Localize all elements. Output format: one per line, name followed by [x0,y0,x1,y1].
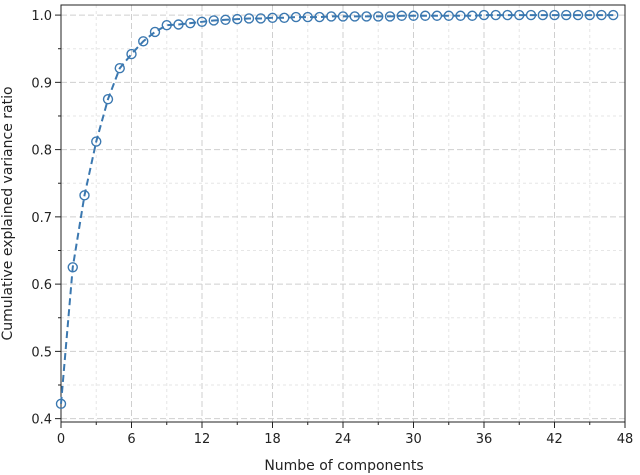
data-point-marker [408,10,419,21]
data-point-marker [420,10,431,21]
data-point-marker [584,9,595,21]
data-point-marker [243,13,255,24]
data-point-marker [373,11,384,22]
data-point-marker [596,9,607,21]
x-tick-label: 30 [405,432,422,447]
data-point-marker [478,9,490,21]
y-tick-label: 1.0 [31,9,52,24]
data-point-marker [561,9,572,21]
x-tick-label: 48 [617,432,634,447]
data-point-marker [572,9,584,21]
data-point-marker [161,19,172,31]
data-point-marker [326,11,337,22]
data-point-marker [138,36,149,47]
data-point-marker [467,10,478,21]
data-point-marker [514,9,525,21]
series-line [60,14,614,404]
data-point-marker [79,190,90,201]
y-tick-label: 0.9 [31,76,52,91]
y-tick-label: 0.5 [31,345,52,360]
data-point-marker [525,9,537,21]
data-point-marker [537,9,548,21]
data-point-marker [220,14,231,25]
data-point-marker [384,11,396,22]
data-point-marker [502,9,513,21]
x-tick-label: 42 [546,432,563,447]
data-point-marker [349,11,360,22]
data-point-marker [232,13,243,25]
data-point-marker [431,10,443,21]
data-point-marker [302,11,313,23]
grid-lines [60,5,626,422]
data-point-marker [149,26,161,38]
y-tick-label: 0.6 [31,278,52,293]
x-axis-label: Numbe of components [264,458,423,474]
data-point-marker [361,11,372,22]
data-point-marker [455,10,466,21]
data-point-marker [102,93,114,105]
data-point-marker [443,10,454,21]
x-tick-label: 36 [476,432,493,447]
y-tick-label: 0.8 [31,144,52,159]
y-tick-label: 0.7 [31,211,52,226]
data-point-marker [255,13,266,24]
series-layer [55,9,619,410]
y-axis-label: Cumulative explained variance ratio [0,86,16,340]
data-point-marker [67,262,78,273]
data-point-marker [196,16,208,28]
x-tick-label: 12 [194,432,211,447]
data-point-marker [279,12,290,23]
y-tick-label: 0.4 [31,413,52,428]
x-tick-label: 24 [335,432,352,447]
data-point-marker [549,9,560,21]
data-point-marker [126,48,137,60]
data-point-marker [91,136,102,147]
data-point-marker [55,398,67,410]
data-point-marker [314,11,325,23]
x-tick-label: 6 [127,432,135,447]
data-point-marker [114,63,125,74]
data-point-marker [490,9,501,21]
data-point-marker [608,9,619,21]
axis-ticks: 0 6 12 18 24 30 36 42 48 0.4 0.5 0.6 0.7 0.8 0.9 1.0 [31,9,633,447]
data-point-marker [337,11,349,22]
data-point-marker [173,19,184,30]
data-point-marker [208,15,219,26]
data-point-marker [290,11,302,23]
data-point-marker [267,12,278,23]
data-point-marker [396,10,407,21]
x-tick-label: 0 [57,432,65,447]
data-point-marker [185,17,196,29]
x-tick-label: 18 [264,432,281,447]
